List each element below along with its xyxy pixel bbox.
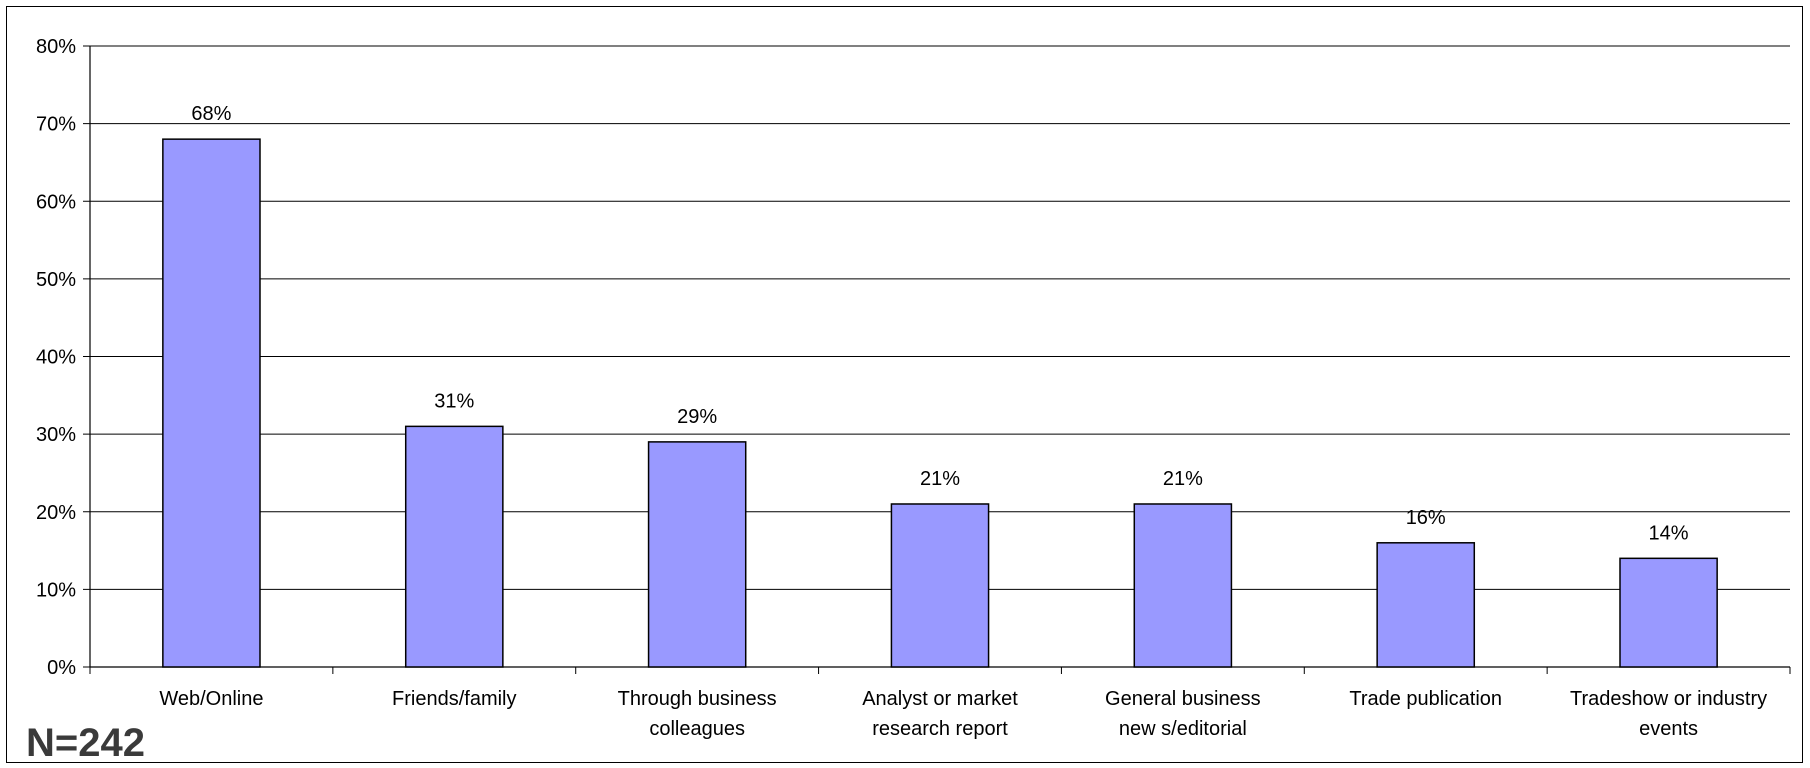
x-category-label: Trade publication — [1349, 688, 1502, 710]
bar — [1376, 542, 1476, 668]
y-tick-label: 40% — [36, 347, 76, 369]
y-tick-label: 50% — [36, 269, 76, 291]
bar — [404, 425, 504, 668]
x-category-label: General business — [1105, 688, 1261, 710]
x-category-label: Through business — [618, 688, 777, 710]
y-tick-label: 80% — [36, 36, 76, 58]
x-category-label: Friends/family — [392, 688, 516, 710]
y-tick-label: 0% — [47, 657, 76, 679]
y-tick-label: 10% — [36, 579, 76, 601]
x-category-label: events — [1639, 718, 1698, 740]
data-label: 14% — [1649, 522, 1689, 544]
data-label: 16% — [1406, 507, 1446, 529]
data-label: 21% — [920, 468, 960, 490]
bar — [890, 503, 990, 668]
x-category-label: new s/editorial — [1119, 718, 1247, 740]
data-label: 29% — [677, 406, 717, 428]
x-category-label: research report — [872, 718, 1008, 740]
x-category-label: Tradeshow or industry — [1570, 688, 1767, 710]
x-category-label: Analyst or market — [862, 688, 1018, 710]
sample-size-note: N=242 — [26, 721, 145, 765]
y-tick-label: 60% — [36, 191, 76, 213]
y-tick-label: 20% — [36, 502, 76, 524]
data-label: 68% — [191, 103, 231, 125]
y-tick-label: 30% — [36, 424, 76, 446]
data-label: 31% — [434, 390, 474, 412]
data-label: 21% — [1163, 468, 1203, 490]
x-category-label: colleagues — [649, 718, 745, 740]
bar — [1619, 557, 1718, 668]
bar — [647, 441, 747, 668]
bar — [1133, 503, 1233, 668]
x-category-label: Web/Online — [159, 688, 263, 710]
bar — [162, 138, 261, 668]
y-tick-label: 70% — [36, 114, 76, 136]
